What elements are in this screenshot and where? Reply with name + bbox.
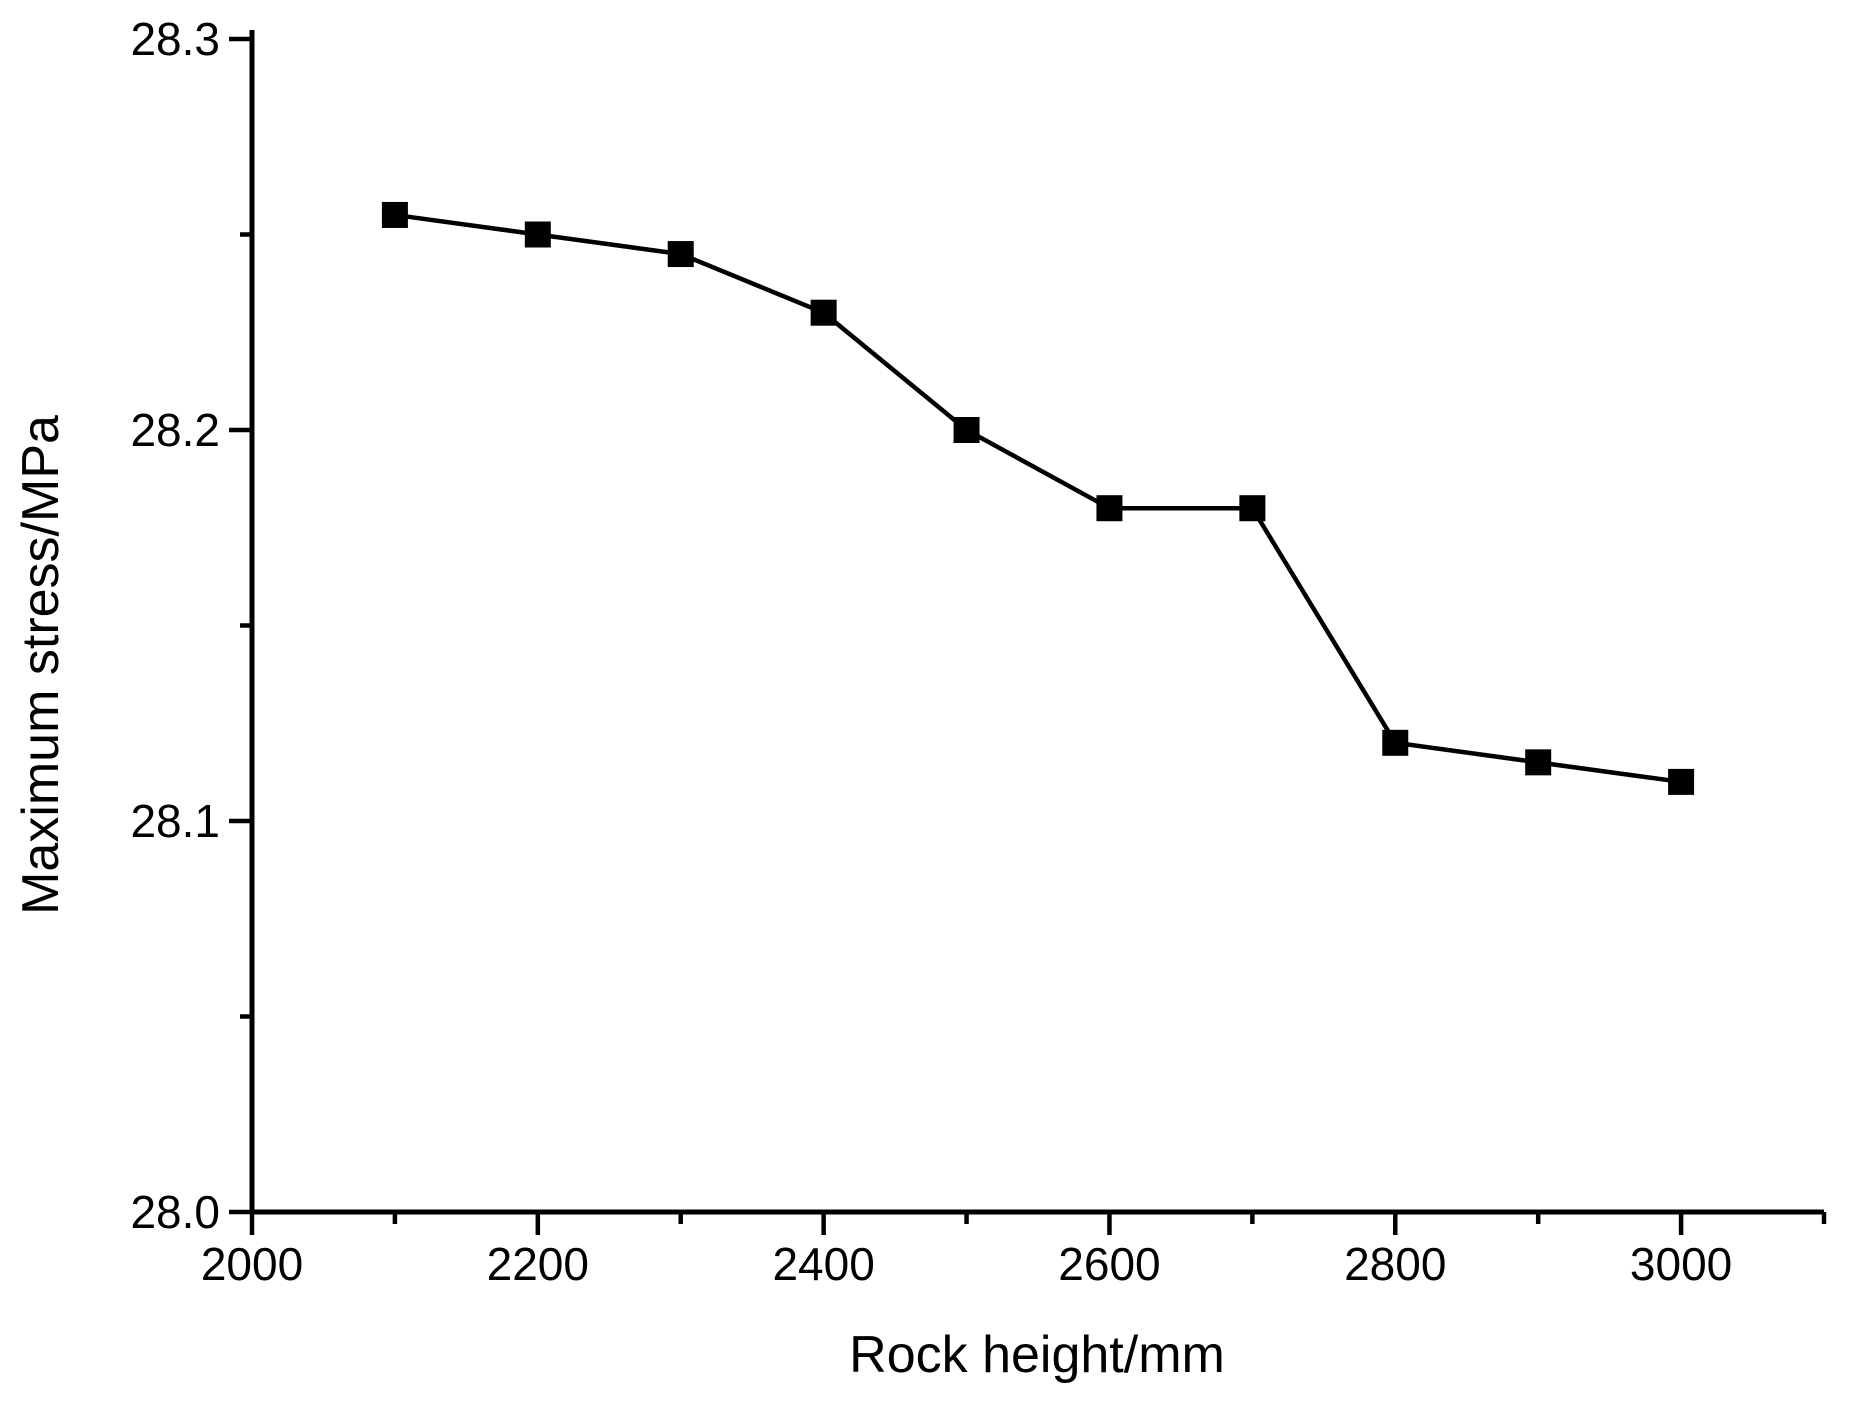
data-point-marker xyxy=(1668,768,1695,795)
data-point-marker xyxy=(953,417,980,443)
data-point-marker xyxy=(381,201,408,228)
data-point-marker xyxy=(810,299,837,326)
x-tick-label: 2000 xyxy=(201,1238,303,1290)
data-point-marker xyxy=(1525,749,1552,776)
x-tick-label: 3000 xyxy=(1630,1238,1732,1290)
y-tick-label: 28.2 xyxy=(130,404,220,456)
x-tick-label: 2200 xyxy=(487,1238,589,1290)
x-tick-label: 2800 xyxy=(1344,1238,1446,1290)
data-point-marker xyxy=(524,221,551,248)
y-tick-label: 28.3 xyxy=(130,13,220,65)
data-point-marker xyxy=(1382,729,1409,756)
y-axis-title: Maximum stress/MPa xyxy=(12,415,70,915)
x-tick-label: 2600 xyxy=(1058,1238,1160,1290)
data-point-marker xyxy=(1096,495,1123,522)
x-axis-title: Rock height/mm xyxy=(849,1326,1225,1384)
x-tick-label: 2400 xyxy=(772,1238,874,1290)
y-tick-label: 28.0 xyxy=(130,1186,220,1238)
data-point-marker xyxy=(1239,495,1266,522)
series-line xyxy=(394,212,1682,785)
data-point-marker xyxy=(667,241,694,268)
y-tick-label: 28.1 xyxy=(130,795,220,847)
